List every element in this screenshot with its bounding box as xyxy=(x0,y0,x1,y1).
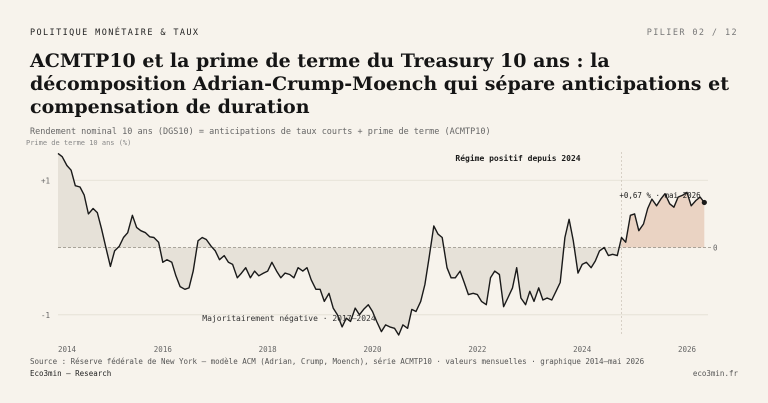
x-axis-ticks: 2014 2016 2018 2020 2022 2024 2026 xyxy=(58,345,697,354)
x-tick-label: 2014 xyxy=(58,345,77,354)
x-tick-label: 2022 xyxy=(468,345,486,354)
area-fill-pre-regime xyxy=(58,153,622,335)
x-tick-label: 2016 xyxy=(154,345,173,354)
y-axis-ticks: +1 0 -1 xyxy=(41,176,718,320)
y-tick-label: 0 xyxy=(713,244,718,253)
source-note: Source : Réserve fédérale de New York — … xyxy=(30,357,645,366)
annotation-last-value: +0,67 % · mai 2026 xyxy=(619,191,701,200)
page-title: ACMTP10 et la prime de terme du Treasury… xyxy=(30,50,729,118)
site-url: eco3min.fr xyxy=(692,369,738,378)
x-tick-label: 2018 xyxy=(259,345,278,354)
pillar-indicator: PILIER 02 / 12 xyxy=(646,28,738,38)
series-line-acmtp10 xyxy=(57,152,705,336)
brand-label: Eco3min — Research xyxy=(30,369,112,378)
x-tick-label: 2020 xyxy=(363,345,382,354)
y-axis-label: Prime de terme 10 ans (%) xyxy=(26,139,131,147)
y-tick-label: -1 xyxy=(41,311,50,320)
x-tick-label: 2026 xyxy=(678,345,697,354)
y-tick-label: +1 xyxy=(41,176,50,185)
area-fill-positive-regime xyxy=(621,192,705,248)
x-tick-label: 2024 xyxy=(573,345,592,354)
annotation-positive-regime: Régime positif depuis 2024 xyxy=(455,153,580,163)
chart-subtitle: Rendement nominal 10 ans (DGS10) = antic… xyxy=(30,127,491,137)
annotation-negative-regime: Majoritairement négative · 2017–2024 xyxy=(202,313,376,323)
area-fills xyxy=(58,153,705,335)
last-data-point xyxy=(701,199,707,206)
kicker: POLITIQUE MONÉTAIRE & TAUX xyxy=(30,28,200,38)
